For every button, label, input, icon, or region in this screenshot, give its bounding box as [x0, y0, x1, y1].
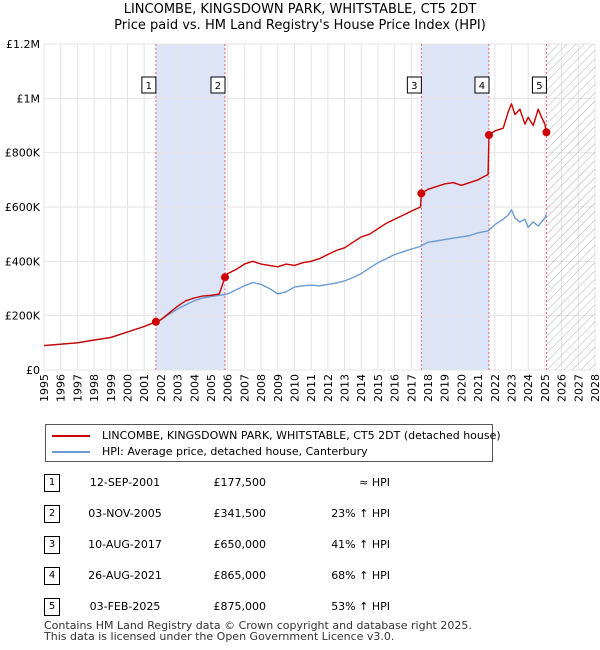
x-tick-label: 2014: [355, 374, 368, 402]
chart-title: LINCOMBE, KINGSDOWN PARK, WHITSTABLE, CT…: [123, 2, 477, 17]
x-tick-label: 2004: [188, 374, 201, 402]
sale-label-text: 2: [215, 81, 221, 92]
sale-label-box: [474, 76, 490, 94]
sale-label-text: 3: [411, 81, 417, 92]
sale-label-box: [531, 76, 547, 94]
x-tick-label: 2001: [138, 374, 151, 402]
footer: Contains HM Land Registry data © Crown c…: [44, 620, 472, 642]
x-tick-label: 2003: [172, 374, 185, 402]
sale-point: [542, 128, 551, 137]
legend-label-hpi: HPI: Average price, detached house, Cant…: [102, 445, 368, 458]
x-tick-label: 2023: [506, 374, 519, 402]
y-tick-label: £200K: [5, 310, 41, 323]
y-tick-label: £1M: [17, 92, 41, 105]
sale-point: [484, 131, 493, 140]
sale-number-badge: 3: [44, 536, 60, 554]
x-tick-label: 2002: [155, 374, 168, 402]
x-tick-label: 2009: [272, 374, 285, 402]
sale-date: 26-AUG-2021: [88, 569, 162, 582]
legend: LINCOMBE, KINGSDOWN PARK, WHITSTABLE, CT…: [45, 424, 501, 462]
x-tick-label: 2021: [472, 374, 485, 402]
x-tick-label: 2011: [305, 374, 318, 402]
x-tick-label: 2012: [322, 374, 335, 402]
sale-date: 10-AUG-2017: [88, 538, 162, 551]
legend-label-property: LINCOMBE, KINGSDOWN PARK, WHITSTABLE, CT…: [102, 429, 501, 442]
x-tick-label: 2010: [288, 374, 301, 402]
x-tick-label: 1998: [88, 374, 101, 402]
sale-hpi-relation: 53% ↑ HPI: [331, 600, 390, 613]
future-hatch: [546, 44, 595, 370]
sale-hpi-relation: 68% ↑ HPI: [331, 569, 390, 582]
legend-swatch-property: [52, 435, 90, 437]
sale-date: 12-SEP-2001: [89, 476, 161, 489]
x-tick-label: 2019: [439, 374, 452, 402]
sale-row: 2 03-NOV-2005 £341,500 23% ↑ HPI: [44, 505, 464, 523]
footer-copyright: Contains HM Land Registry data © Crown c…: [44, 619, 472, 632]
series-line-hpi: [43, 208, 548, 347]
y-tick-label: £0: [26, 364, 40, 377]
sale-row: 5 03-FEB-2025 £875,000 53% ↑ HPI: [44, 598, 464, 616]
chart-subtitle: Price paid vs. HM Land Registry's House …: [114, 18, 486, 33]
y-tick-label: £400K: [5, 255, 41, 268]
x-tick-label: 2025: [539, 374, 552, 402]
sale-point: [151, 317, 160, 326]
legend-swatch-hpi: [52, 451, 90, 453]
sale-row: 1 12-SEP-2001 £177,500 ≈ HPI: [44, 474, 464, 492]
y-tick-label: £800K: [5, 147, 41, 160]
series-line-property: [43, 103, 548, 347]
x-tick-label: 2020: [455, 374, 468, 402]
y-tick-label: £600K: [5, 201, 41, 214]
sale-label-text: 1: [146, 81, 152, 92]
x-tick-label: 2006: [222, 374, 235, 402]
x-tick-label: 2007: [238, 374, 251, 402]
x-tick-label: 2005: [205, 374, 218, 402]
sale-label-box: [406, 76, 422, 94]
x-tick-label: 2016: [389, 374, 402, 402]
sale-point: [417, 189, 426, 198]
sale-price: £650,000: [213, 538, 267, 551]
sale-hpi-relation: 41% ↑ HPI: [331, 538, 390, 551]
x-tick-label: 2024: [522, 374, 535, 402]
sale-row: 3 10-AUG-2017 £650,000 41% ↑ HPI: [44, 536, 464, 554]
sale-label-box: [210, 76, 226, 94]
x-tick-label: 1995: [38, 374, 51, 402]
sale-label-box: [141, 76, 157, 94]
x-tick-label: 1997: [71, 374, 84, 402]
x-tick-label: 2026: [556, 374, 569, 402]
sale-row: 4 26-AUG-2021 £865,000 68% ↑ HPI: [44, 567, 464, 585]
sale-price: £865,000: [213, 569, 267, 582]
sale-number-badge: 2: [44, 505, 60, 523]
x-tick-label: 2018: [422, 374, 435, 402]
sale-date: 03-FEB-2025: [89, 600, 161, 613]
x-tick-label: 2000: [121, 374, 134, 402]
x-tick-label: 2008: [255, 374, 268, 402]
sale-price: £341,500: [213, 507, 267, 520]
x-tick-label: 1996: [55, 374, 68, 402]
y-tick-label: £1.2M: [6, 38, 40, 51]
sale-date: 03-NOV-2005: [88, 507, 162, 520]
x-tick-label: 2015: [372, 374, 385, 402]
x-tick-label: 2027: [572, 374, 585, 402]
x-tick-label: 2022: [489, 374, 502, 402]
x-tick-label: 2017: [405, 374, 418, 402]
x-tick-label: 2028: [589, 374, 600, 402]
sale-label-text: 5: [536, 81, 542, 92]
sale-number-badge: 1: [44, 474, 60, 492]
footer-licence: This data is licensed under the Open Gov…: [44, 630, 395, 643]
sale-number-badge: 5: [44, 598, 60, 616]
price-chart: 1 2 3 4 5 £0 £200K £400K £600K £800K £1M £1.2M 1995…: [5, 38, 600, 402]
x-tick-label: 1999: [105, 374, 118, 402]
x-tick-label: 2013: [339, 374, 352, 402]
sale-hpi-relation: 23% ↑ HPI: [331, 507, 390, 520]
sale-price: £177,500: [213, 476, 267, 489]
sale-number-badge: 4: [44, 567, 60, 585]
sale-price: £875,000: [213, 600, 267, 613]
sale-label-text: 4: [479, 81, 485, 92]
sale-hpi-relation: ≈ HPI: [359, 476, 390, 489]
sale-point: [220, 273, 229, 282]
